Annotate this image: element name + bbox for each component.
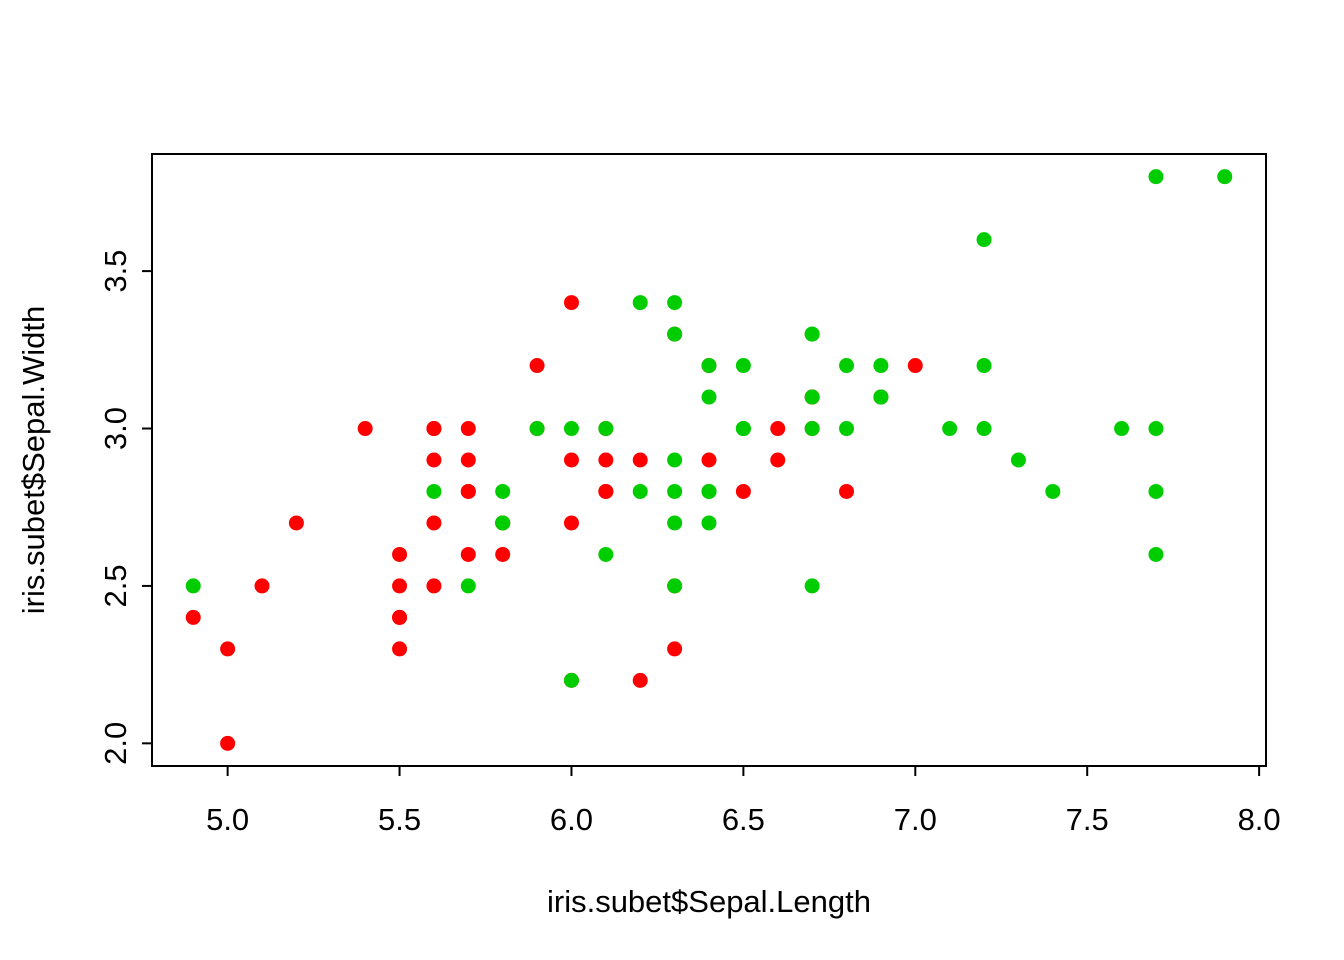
green-point	[563, 672, 579, 688]
x-tick-label: 5.0	[206, 802, 249, 837]
red-point	[770, 452, 786, 468]
red-point	[185, 609, 201, 625]
red-point	[598, 483, 614, 499]
red-point	[460, 546, 476, 562]
green-point	[426, 483, 442, 499]
green-point	[563, 421, 579, 437]
red-point	[426, 452, 442, 468]
green-point	[804, 421, 820, 437]
red-point	[426, 578, 442, 594]
green-point	[735, 358, 751, 374]
green-point	[185, 578, 201, 594]
green-point	[598, 546, 614, 562]
green-point	[976, 421, 992, 437]
green-point	[495, 483, 511, 499]
red-point	[529, 358, 545, 374]
green-point	[632, 483, 648, 499]
green-point	[1148, 546, 1164, 562]
green-point	[460, 578, 476, 594]
red-point	[460, 421, 476, 437]
green-point	[701, 358, 717, 374]
red-point	[495, 546, 511, 562]
red-point	[735, 483, 751, 499]
red-point	[839, 483, 855, 499]
green-point	[1045, 483, 1061, 499]
red-point	[907, 358, 923, 374]
green-point	[839, 421, 855, 437]
green-point	[804, 326, 820, 342]
green-point	[667, 295, 683, 311]
red-point	[426, 515, 442, 531]
green-point	[839, 358, 855, 374]
red-point	[701, 452, 717, 468]
red-point	[632, 672, 648, 688]
y-tick-label: 2.0	[98, 722, 133, 765]
x-tick-label: 7.0	[894, 802, 937, 837]
green-point	[495, 515, 511, 531]
green-point	[701, 515, 717, 531]
green-point	[735, 421, 751, 437]
y-axis-label: iris.subet$Sepal.Width	[16, 305, 51, 615]
red-point	[667, 641, 683, 657]
red-point	[392, 578, 408, 594]
y-tick-label: 2.5	[98, 564, 133, 607]
red-point	[392, 609, 408, 625]
red-point	[563, 515, 579, 531]
green-point	[667, 452, 683, 468]
green-point	[1148, 421, 1164, 437]
y-tick-label: 3.0	[98, 407, 133, 450]
x-tick-label: 6.0	[550, 802, 593, 837]
red-point	[288, 515, 304, 531]
green-point	[701, 389, 717, 405]
y-tick-label: 3.5	[98, 250, 133, 293]
x-tick-label: 7.5	[1066, 802, 1109, 837]
red-point	[460, 483, 476, 499]
red-point	[254, 578, 270, 594]
green-point	[529, 421, 545, 437]
green-point	[942, 421, 958, 437]
green-point	[1148, 483, 1164, 499]
green-point	[667, 578, 683, 594]
x-tick-label: 5.5	[378, 802, 421, 837]
green-point	[667, 326, 683, 342]
plot-box	[151, 153, 1267, 767]
red-point	[220, 641, 236, 657]
green-point	[976, 232, 992, 248]
green-point	[873, 358, 889, 374]
red-point	[632, 452, 648, 468]
green-point	[1114, 421, 1130, 437]
red-point	[220, 735, 236, 751]
red-point	[392, 546, 408, 562]
x-axis-label: iris.subet$Sepal.Length	[546, 884, 871, 919]
green-point	[1010, 452, 1026, 468]
x-tick-label: 6.5	[722, 802, 765, 837]
red-point	[392, 641, 408, 657]
green-point	[804, 389, 820, 405]
green-point	[804, 578, 820, 594]
green-point	[632, 295, 648, 311]
x-tick-label: 8.0	[1238, 802, 1281, 837]
red-point	[563, 452, 579, 468]
red-point	[460, 452, 476, 468]
green-point	[701, 483, 717, 499]
green-point	[667, 483, 683, 499]
green-point	[1217, 169, 1233, 185]
green-point	[873, 389, 889, 405]
red-point	[563, 295, 579, 311]
red-point	[598, 452, 614, 468]
red-point	[426, 421, 442, 437]
red-point	[357, 421, 373, 437]
green-point	[976, 358, 992, 374]
green-point	[598, 421, 614, 437]
green-point	[667, 515, 683, 531]
green-point	[1148, 169, 1164, 185]
red-point	[770, 421, 786, 437]
